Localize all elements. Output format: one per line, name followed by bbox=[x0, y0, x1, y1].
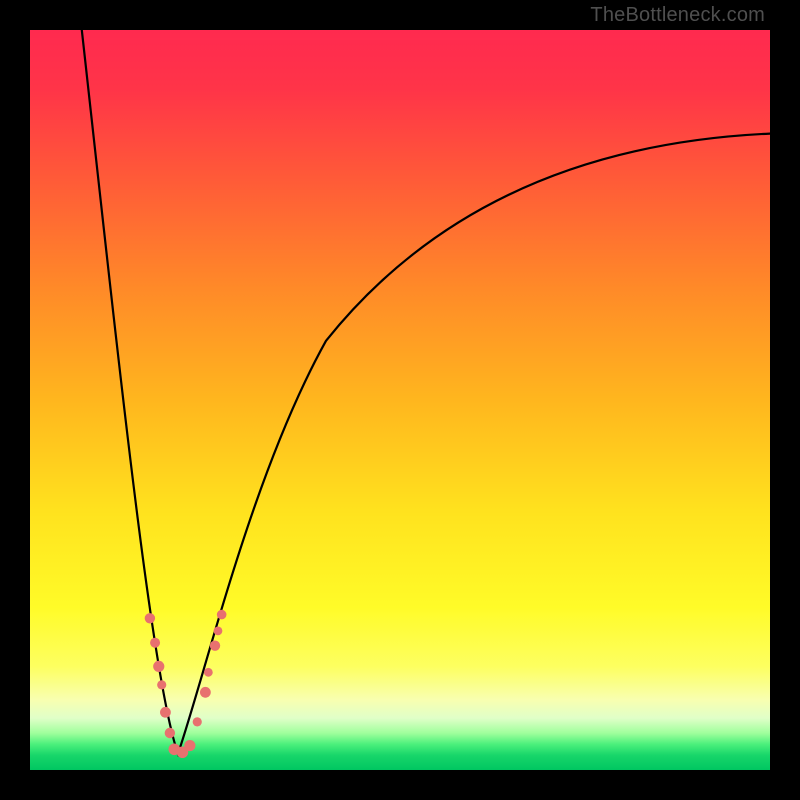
data-marker bbox=[160, 707, 171, 718]
data-marker bbox=[204, 668, 213, 677]
data-marker bbox=[165, 728, 175, 738]
data-marker bbox=[153, 661, 164, 672]
gradient-background bbox=[30, 30, 770, 770]
data-marker bbox=[200, 687, 211, 698]
data-marker bbox=[193, 717, 202, 726]
data-marker bbox=[150, 638, 160, 648]
data-marker bbox=[157, 680, 166, 689]
data-marker bbox=[210, 640, 220, 650]
chart-svg bbox=[30, 30, 770, 770]
plot-area bbox=[30, 30, 770, 770]
data-marker bbox=[214, 626, 223, 635]
data-marker bbox=[184, 740, 195, 751]
data-marker bbox=[145, 613, 155, 623]
data-marker bbox=[217, 610, 227, 620]
watermark-text: TheBottleneck.com bbox=[590, 4, 765, 27]
